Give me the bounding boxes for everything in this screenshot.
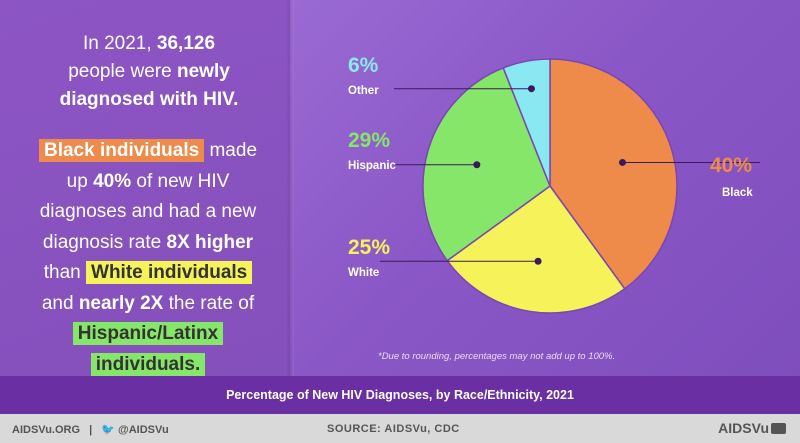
percent-label-white: 25% [348,236,390,259]
pie-slice-black [549,58,678,290]
category-label-other: Other [348,85,379,97]
chat-bubble-icon [771,423,786,434]
brand-logo: AIDSVu [718,420,786,436]
footer-bar: AIDSVu.ORG | 🐦 @AIDSVu SOURCE: AIDSVu, C… [0,414,800,443]
chart-footnote: *Due to rounding, percentages may not ad… [378,351,616,362]
category-label-hispanic: Hispanic [348,160,397,172]
pie-chart: 40% Black 25% White 29% Hispanic 6% Other [348,54,760,314]
panel-fold [286,0,294,376]
highlight-white: White individuals [86,261,253,284]
pie-slice-white [446,184,626,314]
highlight-black: Black individuals [38,139,205,162]
category-label-white: White [348,267,379,279]
source-text: SOURCE: AIDSVu, CDC [327,423,460,435]
twitter-icon: 🐦 [101,424,115,436]
percent-label-hispanic: 29% [348,129,390,152]
percent-label-black: 40% [710,154,752,177]
percent-label-other: 6% [348,54,379,77]
summary-text: Black individuals made up 40% of new HIV… [38,139,258,376]
highlight-hispanic: Hispanic/Latinx [72,322,224,345]
highlight-individuals: individuals. [90,352,206,376]
site-link[interactable]: AIDSVu.ORG [12,424,81,436]
footer-links: AIDSVu.ORG | 🐦 @AIDSVu [12,424,169,436]
twitter-handle-link[interactable]: @AIDSVu [118,424,169,436]
category-label-black: Black [722,187,753,199]
chart-title: Percentage of New HIV Diagnoses, by Race… [0,376,800,414]
intro-text: In 2021, 36,126 people were newly diagno… [59,33,239,110]
pie-slice-other [502,58,551,187]
slice-marker-white [534,257,542,265]
text-panel [0,0,290,376]
pie-slice-hispanic [422,66,551,262]
